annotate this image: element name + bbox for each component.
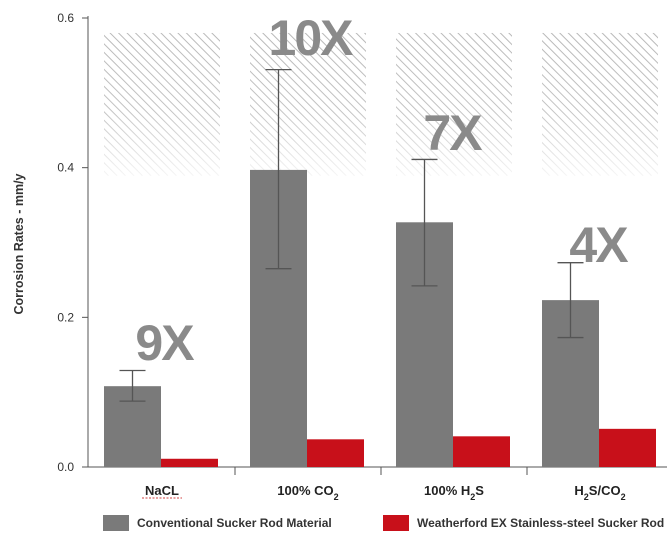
y-tick-label: 0.4 [57, 161, 74, 175]
hatch-fade [104, 32, 220, 176]
multiplier-annotation: 10X [269, 10, 354, 66]
y-tick-label: 0.0 [57, 460, 74, 474]
legend-label-weatherford: Weatherford EX Stainless-steel Sucker Ro… [417, 516, 665, 530]
multiplier-annotation: 7X [423, 105, 482, 161]
legend-item-weatherford: Weatherford EX Stainless-steel Sucker Ro… [383, 512, 664, 534]
multiplier-annotation: 4X [569, 217, 628, 273]
bar-weatherford [161, 458, 218, 467]
bar-weatherford [307, 439, 364, 467]
bar-weatherford [599, 428, 656, 467]
legend-item-conventional: Conventional Sucker Rod Material [103, 512, 332, 534]
hatch-fade [396, 32, 512, 176]
bar-weatherford [453, 436, 510, 467]
y-tick-label: 0.6 [57, 11, 74, 25]
x-tick-label: H2S/CO2 [574, 483, 625, 502]
legend-swatch-conventional [103, 515, 129, 531]
legend-swatch-weatherford [383, 515, 409, 531]
y-tick-label: 0.2 [57, 310, 74, 324]
y-axis-label: Corrosion Rates - mm/y [12, 173, 26, 314]
x-tick-label: 100% CO2 [277, 483, 338, 502]
legend-label-conventional: Conventional Sucker Rod Material [137, 516, 332, 530]
x-tick-label: 100% H2S [424, 483, 484, 502]
x-tick-label: NaCL [145, 483, 179, 498]
hatch-fade [542, 32, 658, 176]
multiplier-annotation: 9X [135, 315, 194, 371]
hatch-fade [250, 32, 366, 176]
